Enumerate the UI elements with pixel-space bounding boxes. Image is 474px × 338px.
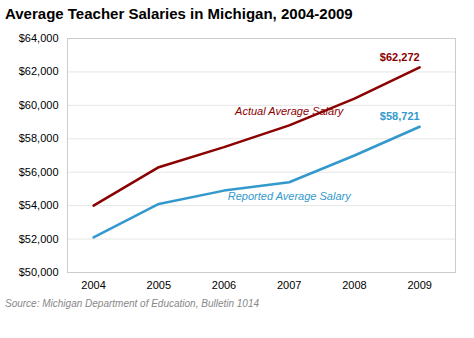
svg-text:2004: 2004 [81, 279, 105, 291]
svg-text:$60,000: $60,000 [19, 99, 59, 111]
svg-text:2009: 2009 [407, 279, 431, 291]
svg-text:$56,000: $56,000 [19, 166, 59, 178]
svg-text:2005: 2005 [147, 279, 171, 291]
svg-text:$54,000: $54,000 [19, 199, 59, 211]
svg-text:$50,000: $50,000 [19, 266, 59, 278]
html-text:Average Teacher Salaries in Mi: Average Teacher Salaries in Michigan, 20… [5, 5, 353, 22]
svg-text:2006: 2006 [212, 279, 236, 291]
svg-text:$62,272: $62,272 [380, 51, 420, 63]
svg-text:$58,721: $58,721 [380, 110, 420, 122]
svg-text:2007: 2007 [277, 279, 301, 291]
svg-text:$62,000: $62,000 [19, 65, 59, 77]
svg-text:$52,000: $52,000 [19, 233, 59, 245]
svg-text:2008: 2008 [342, 279, 366, 291]
svg-text:Actual Average Salary: Actual Average Salary [234, 105, 345, 117]
svg-text:Reported Average Salary: Reported Average Salary [228, 190, 352, 202]
svg-text:$64,000: $64,000 [19, 32, 59, 44]
svg-text:$58,000: $58,000 [19, 132, 59, 144]
html-text:Source: Michigan Department of: Source: Michigan Department of Education… [5, 298, 259, 309]
